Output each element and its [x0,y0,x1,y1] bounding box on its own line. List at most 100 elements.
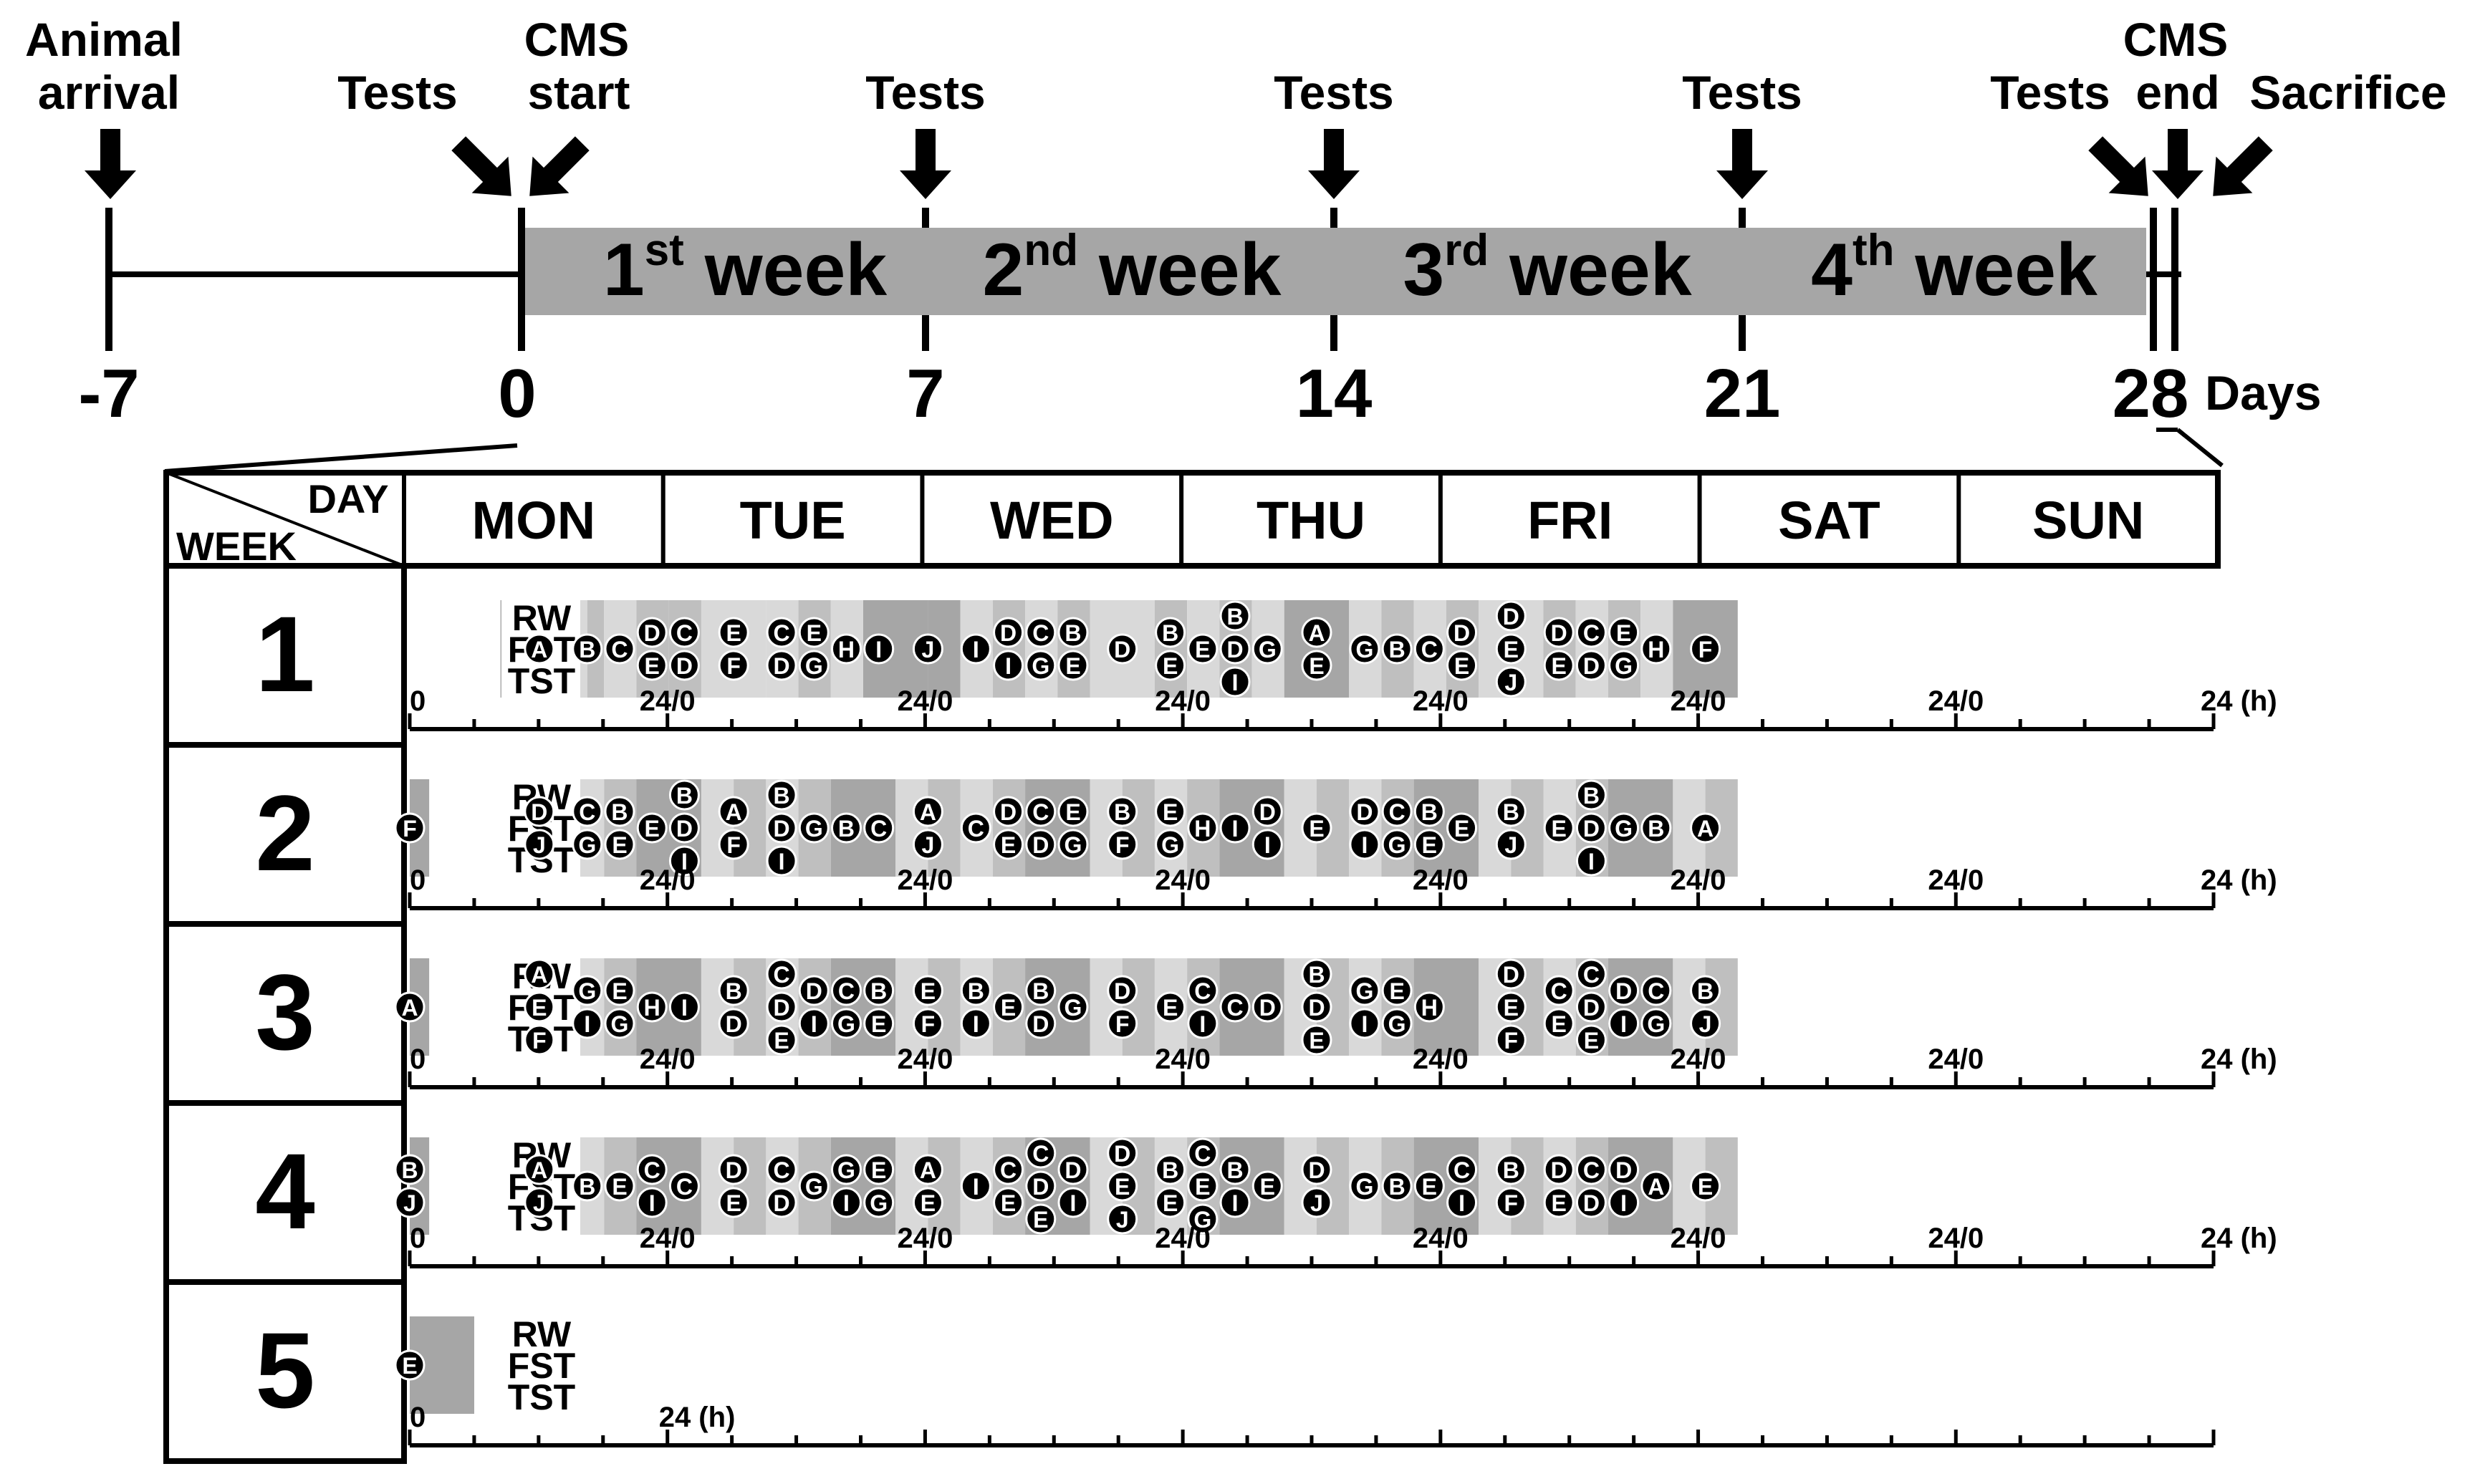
stressor-letter: B [1065,620,1081,646]
stressor-letter: D [1503,962,1519,988]
stressor-letter: D [774,653,790,679]
stressor-marker [1381,633,1413,665]
stressor-period-band [895,779,928,877]
stressor-period-band [1381,779,1414,877]
stressor-marker [1057,829,1089,860]
stressor-letter: J [1504,670,1517,695]
stressor-letter: E [1001,832,1016,858]
axis-end-label: 24 (h) [659,1402,736,1433]
stressor-letter: E [532,995,547,1021]
stressor-period-band [830,1137,896,1235]
stressor-letter: A [920,1157,936,1183]
stressor-letter: C [1583,620,1600,646]
stressor-letter: B [1162,1157,1178,1183]
stressor-marker [1187,1137,1219,1169]
test-label-fst: FST [508,1346,575,1386]
tests-label-day21: Tests [1682,66,1802,119]
stressor-marker [1155,796,1186,827]
stressor-marker [798,1170,830,1202]
stressor-marker [1446,1187,1478,1218]
stressor-marker [1640,812,1672,844]
stressor-period-band [410,1137,430,1235]
stressor-letter: D [1114,637,1130,662]
stressor-marker [668,991,700,1023]
week-row-label: 3 [255,952,314,1072]
stressor-letter: C [1194,1141,1211,1167]
arrow-diag-icon [529,136,590,196]
stressor-letter: B [838,816,855,842]
stressor-marker [1690,633,1721,665]
stressor-letter: I [779,849,785,874]
stressor-marker [1446,617,1478,648]
stressor-period-band [1284,1137,1317,1235]
stressor-letter: H [1648,637,1664,662]
stressor-letter: E [1504,637,1519,662]
axis-day-boundary-label: 24/0 [1928,1223,1984,1254]
stressor-period-band [928,1137,961,1235]
axis-end-label: 24 (h) [2201,1223,2277,1254]
stressor-letter: G [805,653,823,679]
stressor-marker [766,812,797,844]
stressor-letter: B [968,978,984,1004]
timeline: Animal arrival Tests CMS start Tests Tes… [25,13,2447,473]
stressor-marker [1251,633,1283,665]
stressor-marker [394,1154,426,1185]
stressor-marker [863,975,895,1006]
axis-day-boundary-label: 24/0 [1671,1223,1726,1254]
axis-day-boundary-label: 24/0 [1155,1223,1211,1254]
axis-day-boundary-label: 24/0 [897,864,953,896]
schedule-row-week-4: RWFSTTSTBJAJBECICDECDGGIEGAEICECDEDIDEJB… [394,1132,2277,1268]
stressor-letter: C [838,978,855,1004]
stressor-marker [1495,829,1527,860]
stressor-letter: A [401,995,418,1021]
stressor-letter: E [645,653,660,679]
stressor-marker [718,975,749,1006]
stressor-marker [524,1154,555,1185]
stressor-marker [1495,600,1527,632]
stressor-marker [830,975,862,1006]
stressor-letter: E [1195,1174,1210,1200]
tick-label: -7 [78,355,139,432]
stressor-marker [1495,633,1527,665]
stressor-marker [524,633,555,665]
axis-start-label: 0 [410,1044,426,1075]
tick-label: 28 [2113,355,2189,432]
stressor-letter: G [1615,816,1633,842]
stressor-marker [1608,1187,1640,1218]
stressor-marker [798,650,830,681]
stressor-letter: F [532,1028,547,1054]
stressor-marker [1349,1008,1380,1039]
stressor-marker [1187,1170,1219,1202]
stressor-period-band [1122,779,1155,877]
stressor-letter: D [774,995,790,1021]
stressor-period-band [895,1137,928,1235]
stressor-marker [1025,796,1057,827]
stressor-letter: F [921,1011,936,1037]
week-label-column: 1 2 3 4 5 [163,563,407,1464]
stressor-marker [1057,1187,1089,1218]
stressor-marker [668,650,700,681]
stressor-marker [1543,650,1575,681]
animal-arrival-label-1: Animal [25,13,183,66]
stressor-marker [993,617,1024,648]
stressor-letter: D [1114,978,1130,1004]
stressor-marker [1349,796,1380,827]
stressor-marker [1381,829,1413,860]
stressor-letter: C [611,637,628,662]
stressor-marker [636,617,668,648]
stressor-letter: G [837,1157,855,1183]
stressor-letter: G [1647,1011,1665,1037]
axis-day-boundary-label: 24/0 [1413,864,1469,896]
stressor-letter: F [1115,1011,1130,1037]
stressor-marker [1251,829,1283,860]
stressor-period-band [830,958,896,1056]
stressor-letter: I [875,637,882,662]
schedule-rows: RWFSTTSTABCDECDEFCDEGHIJIDICGBEDBEEBDIGA… [394,594,2277,1447]
stressor-letter: E [1552,653,1567,679]
stressor-marker [1543,975,1575,1006]
stressor-marker [1301,1024,1332,1056]
stressor-period-band [701,600,767,698]
stressor-marker [1575,845,1607,877]
stressor-marker [1301,650,1332,681]
stressor-letter: E [1163,995,1178,1021]
